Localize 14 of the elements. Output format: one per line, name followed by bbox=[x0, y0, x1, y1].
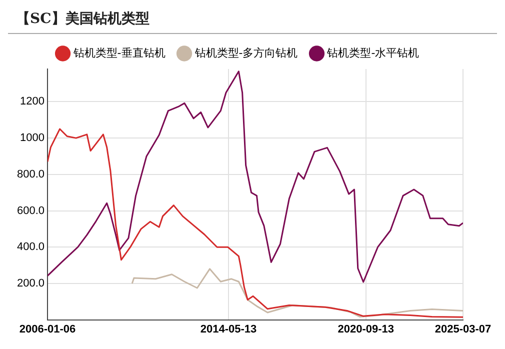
legend-label: 钻机类型-多方向钻机 bbox=[194, 46, 298, 60]
x-tick-label: 2025-03-07 bbox=[434, 323, 492, 336]
y-tick-label: 1000 bbox=[20, 132, 45, 144]
y-tick-label: 600.0 bbox=[16, 204, 45, 217]
legend-label: 钻机类型-水平钻机 bbox=[326, 46, 420, 60]
x-tick-label: 2006-01-06 bbox=[19, 323, 76, 336]
y-tick-label: 400.0 bbox=[16, 241, 45, 254]
x-tick-label: 2020-09-13 bbox=[338, 323, 394, 336]
y-tick-label: 800.0 bbox=[16, 168, 45, 180]
legend-label: 钻机类型-垂直钻机 bbox=[72, 46, 166, 60]
x-tick-label: 2014-05-13 bbox=[200, 323, 257, 336]
y-tick-label: 200.0 bbox=[16, 277, 45, 290]
chart-title: 【SC】美国钻机类型 bbox=[8, 8, 497, 34]
y-tick-label: 1200 bbox=[20, 96, 45, 108]
